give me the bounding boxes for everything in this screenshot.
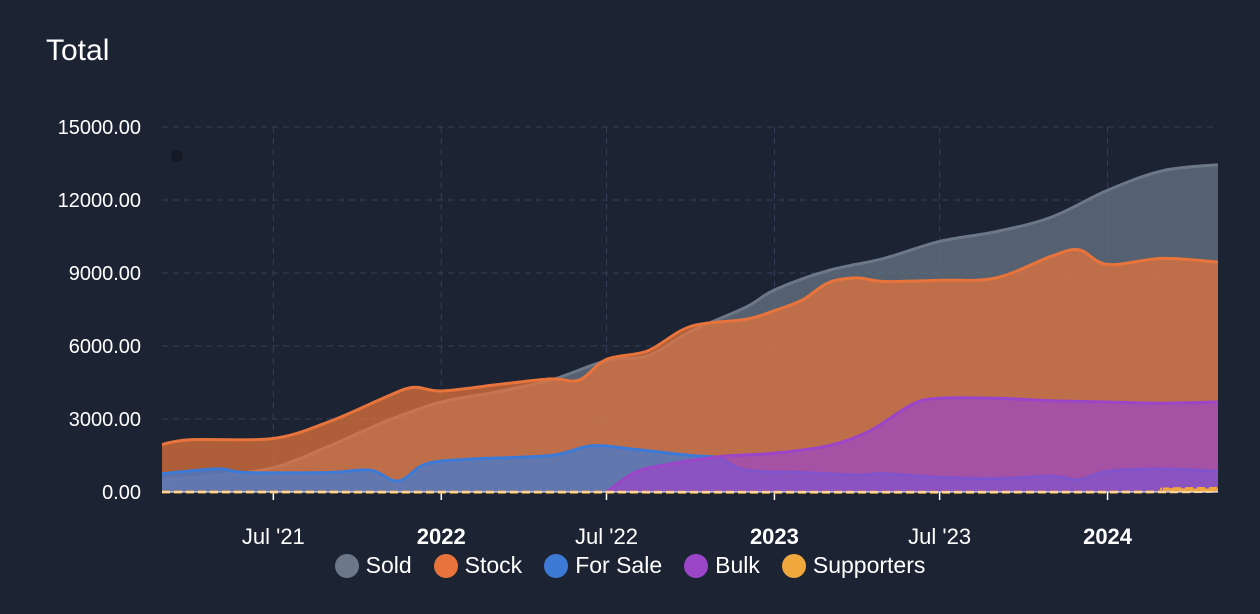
chart-title: Total: [46, 34, 110, 67]
x-tick-label: Jul '23: [908, 524, 971, 545]
legend-swatch-bulk: [684, 553, 709, 578]
legend-label-bulk: Bulk: [715, 552, 760, 578]
y-tick-label: 15000.00: [58, 117, 141, 139]
legend-item-supporters[interactable]: Supporters: [781, 552, 926, 579]
chart-legend: Sold Stock For Sale Bulk Supporters: [0, 552, 1260, 579]
x-tick-label: Jul '21: [242, 524, 305, 545]
series-line-stock: [161, 248, 1219, 447]
legend-swatch-for-sale: [544, 553, 569, 578]
legend-label-supporters: Supporters: [812, 552, 926, 578]
legend-label-sold: Sold: [365, 552, 412, 578]
x-tick-label: 2023: [750, 524, 799, 545]
area-chart: 0.00 3000.00 6000.00 9000.00 12000.00 15000.0…: [58, 117, 1219, 545]
legend-item-for-sale[interactable]: For Sale: [544, 552, 662, 579]
legend-swatch-stock: [433, 553, 458, 578]
x-tick-label: 2024: [1083, 524, 1133, 545]
y-tick-label: 9000.00: [69, 263, 141, 285]
marker-dot: [171, 150, 183, 162]
y-tick-label: 6000.00: [69, 336, 141, 358]
legend-swatch-sold: [334, 553, 359, 578]
y-tick-label: 12000.00: [58, 190, 141, 212]
legend-item-bulk[interactable]: Bulk: [684, 552, 760, 579]
series-area-bulk: [606, 397, 1218, 492]
legend-label-stock: Stock: [464, 552, 523, 578]
legend-item-stock[interactable]: Stock: [433, 552, 523, 579]
legend-label-for-sale: For Sale: [575, 552, 663, 578]
series-line-bulk: [605, 396, 1219, 494]
x-tick-label: 2022: [417, 524, 466, 545]
legend-swatch-supporters: [781, 553, 806, 578]
x-tick-label: Jul '22: [575, 524, 638, 545]
y-tick-label: 0.00: [102, 482, 141, 504]
legend-item-sold[interactable]: Sold: [334, 552, 412, 579]
y-tick-label: 3000.00: [69, 409, 141, 431]
